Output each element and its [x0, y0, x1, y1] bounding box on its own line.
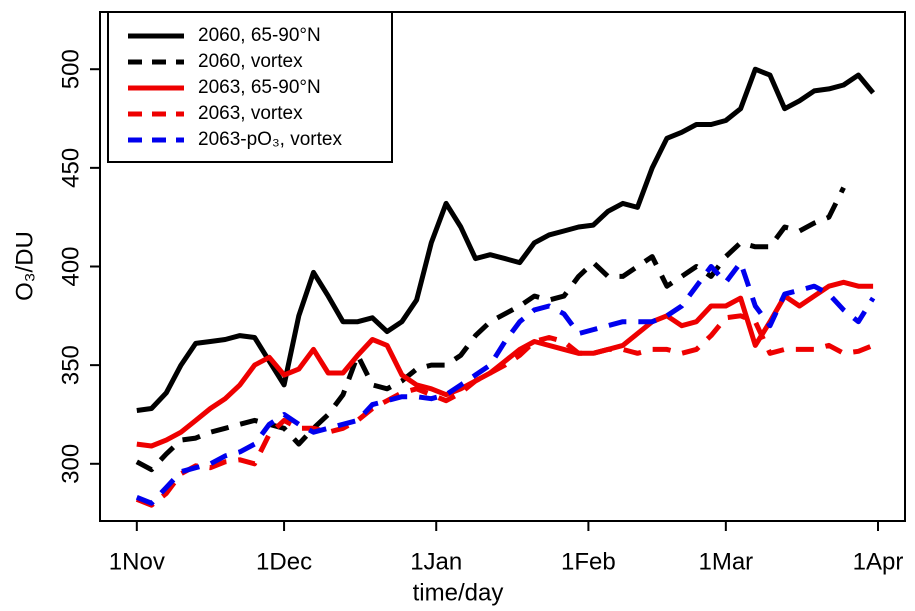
data-line	[136, 66, 876, 413]
y-tick-label: 500	[57, 49, 84, 89]
x-tick-label: 1Dec	[256, 548, 312, 575]
legend-label: 2063, vortex	[198, 103, 303, 124]
y-tick-label: 350	[57, 345, 84, 385]
x-tick-label: 1Apr	[853, 548, 904, 575]
legend-label: 2060, 65-90°N	[198, 25, 321, 46]
data-line	[135, 186, 846, 473]
data-line	[136, 279, 874, 449]
y-tick-label: 400	[57, 246, 84, 286]
x-tick-label: 1Feb	[561, 548, 616, 575]
legend-label: 2063, 65-90°N	[198, 77, 321, 98]
y-tick-label: 300	[57, 444, 84, 484]
x-axis-label: time/day	[413, 579, 504, 606]
data-line	[135, 260, 876, 506]
legend-label: 2060, vortex	[198, 51, 303, 72]
legend-label: 2063-pO₃, vortex	[198, 129, 342, 150]
data-line	[135, 313, 875, 508]
x-tick-label: 1Jan	[410, 548, 462, 575]
x-tick-label: 1Nov	[109, 548, 165, 575]
x-tick-label: 1Mar	[698, 548, 753, 575]
legend: 2060, 65-90°N 2060, vortex 2063, 65-90°N 20…	[107, 11, 393, 163]
y-axis-label: O₃/DU	[11, 231, 38, 301]
y-tick-label: 450	[57, 148, 84, 188]
